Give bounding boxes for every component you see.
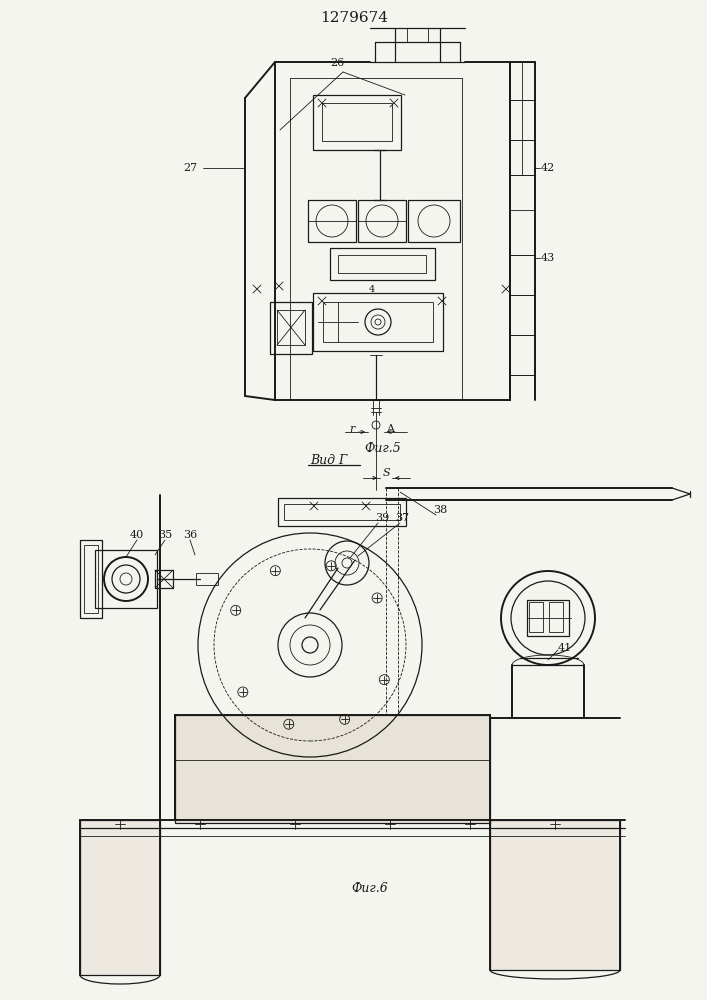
Bar (490, 820, 620, 970)
Bar (322, 103, 392, 141)
Bar (84, 545, 98, 613)
Text: 40: 40 (130, 530, 144, 540)
Text: 27: 27 (183, 163, 197, 173)
Bar (175, 715, 490, 823)
Text: 43: 43 (541, 253, 555, 263)
Bar (527, 600, 569, 636)
Text: A: A (386, 424, 394, 434)
Bar (278, 498, 406, 526)
Bar (408, 200, 460, 242)
Bar (510, 140, 535, 175)
Bar (277, 310, 305, 345)
Text: 4: 4 (369, 286, 375, 294)
Bar (313, 95, 401, 150)
Text: 39: 39 (375, 513, 389, 523)
Text: 26: 26 (330, 58, 344, 68)
Text: 36: 36 (183, 530, 197, 540)
Bar (323, 302, 433, 342)
Bar (529, 602, 543, 632)
Text: 35: 35 (158, 530, 172, 540)
Bar (510, 255, 535, 295)
Text: Фиг.6: Фиг.6 (351, 882, 388, 894)
Bar (95, 550, 157, 608)
Bar (270, 302, 312, 354)
Bar (510, 62, 535, 100)
Bar (549, 602, 563, 632)
Bar (155, 570, 173, 588)
Bar (338, 255, 426, 273)
Bar (80, 820, 160, 975)
Bar (313, 293, 443, 351)
Text: r: r (349, 424, 355, 434)
Bar (196, 573, 218, 585)
Text: Вид Г: Вид Г (310, 454, 347, 466)
Text: 37: 37 (395, 513, 409, 523)
Bar (80, 540, 102, 618)
Bar (358, 200, 406, 242)
Bar (308, 200, 356, 242)
Text: 38: 38 (433, 505, 447, 515)
Bar (284, 504, 400, 520)
Text: S: S (382, 468, 390, 478)
Bar (330, 248, 435, 280)
Text: 42: 42 (541, 163, 555, 173)
Text: 41: 41 (558, 643, 572, 653)
Text: 1279674: 1279674 (320, 11, 388, 25)
Bar (510, 335, 535, 375)
Text: Фиг.5: Фиг.5 (365, 442, 402, 454)
